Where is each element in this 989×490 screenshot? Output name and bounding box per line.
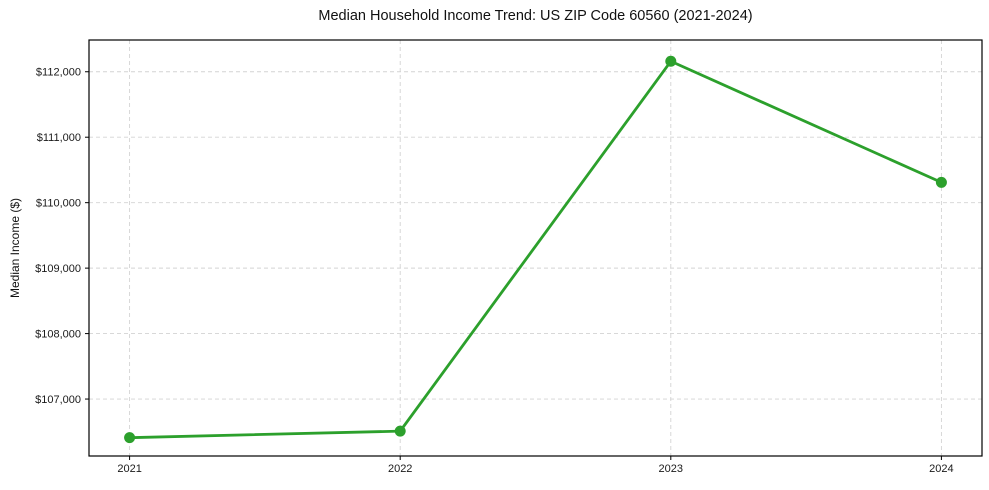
x-tick-label: 2022 [388, 463, 412, 475]
y-tick-label: $108,000 [35, 328, 81, 340]
x-tick-label: 2024 [929, 463, 953, 475]
data-point-2024 [935, 176, 947, 188]
trend-line [128, 59, 943, 440]
y-tick-label: $110,000 [36, 197, 81, 209]
data-point-2021 [124, 432, 136, 444]
x-tick-label: 2021 [117, 463, 141, 475]
y-tick-label: $107,000 [35, 394, 81, 406]
y-tick-label: $109,000 [35, 263, 81, 275]
y-tick-label: $112,000 [36, 67, 81, 79]
x-tick-label: 2023 [659, 463, 683, 475]
data-point-2023 [665, 55, 677, 67]
plot-border [88, 39, 983, 457]
y-tick-label: $111,000 [37, 132, 81, 144]
chart-title: Median Household Income Trend: US ZIP Co… [318, 8, 753, 24]
data-point-2022 [394, 425, 406, 437]
